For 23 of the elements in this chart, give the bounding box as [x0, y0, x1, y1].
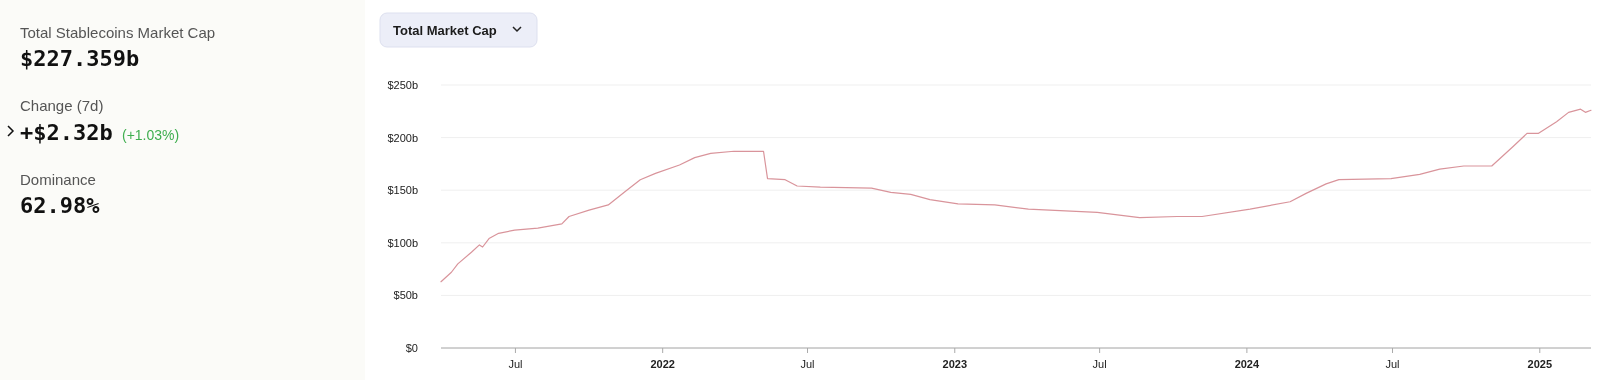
- x-tick-label: 2023: [942, 358, 968, 370]
- text: Change (7d): [20, 97, 104, 114]
- y-tick-label: $200b: [387, 131, 418, 144]
- y-tick-label: $0: [405, 342, 418, 354]
- y-tick-label: $250b: [387, 79, 418, 91]
- text: 62.98%: [20, 193, 101, 218]
- y-tick-label: $50b: [393, 289, 418, 302]
- text: (+1.03%): [122, 127, 180, 143]
- text: Total Stablecoins Market Cap: [20, 24, 216, 41]
- y-tick-label: $100b: [387, 236, 418, 249]
- x-tick-label: Jul: [800, 358, 815, 370]
- x-tick-label: Jul: [508, 358, 523, 370]
- y-tick-label: $150b: [387, 184, 418, 197]
- x-tick-label: Jul: [1385, 358, 1400, 370]
- x-tick-label: 2024: [1234, 358, 1260, 370]
- x-tick-label: 2025: [1527, 358, 1553, 370]
- chart-title: Total Market Cap: [393, 23, 497, 38]
- text: +$2.32b: [20, 120, 113, 145]
- line-series: [440, 108, 1592, 283]
- x-tick-label: Jul: [1092, 358, 1107, 370]
- text: $227.359b: [20, 46, 140, 71]
- x-tick-label: 2022: [650, 358, 675, 370]
- text: Dominance: [20, 171, 96, 188]
